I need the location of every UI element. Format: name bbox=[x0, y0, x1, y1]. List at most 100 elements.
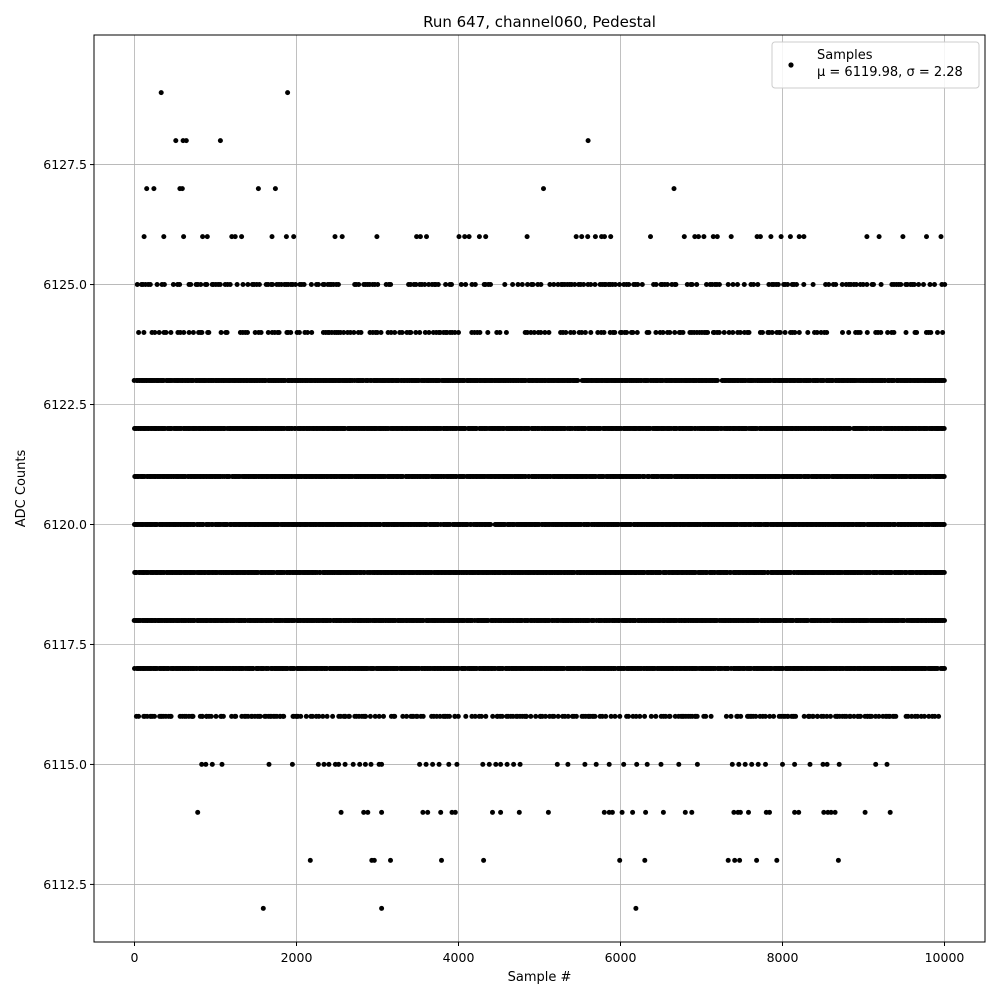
data-point bbox=[504, 761, 510, 767]
data-point bbox=[321, 761, 327, 767]
data-point bbox=[676, 761, 682, 767]
data-point bbox=[499, 713, 505, 719]
data-point bbox=[767, 809, 772, 815]
data-point bbox=[199, 761, 205, 767]
data-point bbox=[731, 809, 737, 815]
data-point bbox=[446, 761, 452, 767]
data-point bbox=[621, 761, 627, 767]
data-point bbox=[208, 713, 214, 719]
data-point bbox=[606, 761, 612, 767]
data-point bbox=[203, 761, 209, 767]
data-point bbox=[828, 809, 834, 815]
data-point bbox=[266, 761, 272, 767]
data-point bbox=[658, 761, 664, 767]
data-point bbox=[303, 713, 309, 719]
data-point bbox=[630, 809, 636, 815]
data-point bbox=[480, 761, 486, 767]
data-point bbox=[573, 713, 579, 719]
data-point bbox=[575, 378, 581, 383]
data-point bbox=[490, 713, 496, 719]
data-point bbox=[755, 761, 761, 767]
data-point bbox=[763, 761, 768, 767]
data-point bbox=[633, 905, 639, 911]
data-point bbox=[324, 713, 330, 719]
data-point bbox=[289, 761, 295, 767]
data-point bbox=[357, 761, 363, 767]
data-point bbox=[438, 809, 444, 815]
data-point bbox=[511, 761, 517, 767]
data-point bbox=[315, 761, 321, 767]
data-point bbox=[634, 761, 640, 767]
data-point bbox=[554, 761, 560, 767]
data-point bbox=[941, 426, 947, 431]
data-point bbox=[430, 761, 436, 767]
data-point bbox=[179, 186, 185, 192]
data-point bbox=[404, 713, 410, 719]
data-point bbox=[541, 186, 546, 192]
data-point bbox=[517, 761, 523, 767]
data-point bbox=[832, 809, 838, 815]
data-point bbox=[619, 809, 625, 815]
data-point bbox=[736, 761, 742, 767]
data-point bbox=[642, 857, 648, 863]
data-point bbox=[488, 522, 494, 527]
data-point bbox=[481, 857, 487, 863]
data-point bbox=[792, 761, 798, 767]
data-point bbox=[780, 761, 785, 767]
data-point bbox=[644, 761, 650, 767]
data-point bbox=[454, 761, 460, 767]
data-point bbox=[887, 809, 893, 815]
data-point bbox=[694, 761, 700, 767]
data-point bbox=[689, 809, 695, 815]
data-point bbox=[478, 713, 484, 719]
data-point bbox=[807, 761, 813, 767]
data-point bbox=[941, 474, 947, 479]
data-point bbox=[873, 761, 879, 767]
data-point bbox=[368, 761, 374, 767]
data-point bbox=[217, 138, 223, 144]
data-point bbox=[493, 761, 499, 767]
data-point bbox=[862, 809, 868, 815]
data-point bbox=[392, 713, 398, 719]
data-point bbox=[821, 809, 827, 815]
data-point bbox=[671, 186, 677, 192]
data-point bbox=[195, 809, 201, 815]
data-point bbox=[425, 809, 431, 815]
data-point bbox=[593, 761, 599, 767]
data-point bbox=[796, 809, 802, 815]
data-point bbox=[376, 713, 382, 719]
data-point bbox=[326, 761, 332, 767]
data-point bbox=[820, 761, 826, 767]
data-point bbox=[774, 857, 780, 863]
data-point bbox=[490, 809, 495, 815]
data-point bbox=[379, 761, 385, 767]
data-point bbox=[436, 761, 442, 767]
data-point bbox=[725, 857, 731, 863]
data-point bbox=[423, 761, 429, 767]
data-point bbox=[643, 809, 649, 815]
data-point bbox=[367, 713, 373, 719]
data-point bbox=[754, 857, 760, 863]
data-point bbox=[183, 138, 189, 144]
data-point bbox=[737, 857, 743, 863]
data-points bbox=[131, 90, 948, 911]
data-point bbox=[362, 761, 368, 767]
data-point bbox=[151, 186, 157, 192]
data-point bbox=[379, 809, 385, 815]
data-point bbox=[601, 809, 607, 815]
data-point bbox=[342, 761, 348, 767]
data-point bbox=[417, 761, 423, 767]
data-point bbox=[617, 857, 623, 863]
data-point bbox=[737, 809, 743, 815]
data-point bbox=[528, 713, 534, 719]
data-point bbox=[609, 809, 615, 815]
data-point bbox=[941, 522, 947, 527]
data-point bbox=[388, 857, 393, 863]
data-point bbox=[498, 809, 504, 815]
data-point bbox=[941, 378, 947, 383]
data-point bbox=[338, 809, 344, 815]
data-point bbox=[585, 138, 591, 144]
data-point bbox=[136, 713, 142, 719]
data-point bbox=[942, 666, 947, 671]
